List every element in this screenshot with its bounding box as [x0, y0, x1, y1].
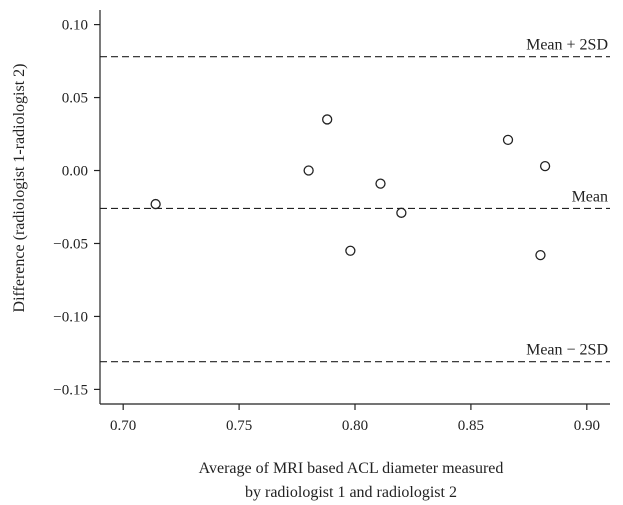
- x-tick-label: 0.70: [110, 418, 136, 434]
- y-axis-title: Difference (radiologist 1-radiologist 2): [11, 64, 28, 313]
- x-tick-label: 0.75: [226, 418, 252, 434]
- y-tick-label: −0.15: [53, 382, 88, 398]
- data-point: [303, 165, 314, 176]
- data-point: [322, 114, 333, 125]
- x-tick-label: 0.80: [342, 418, 368, 434]
- data-point: [539, 160, 551, 172]
- x-axis-title-line-1: Average of MRI based ACL diameter measur…: [199, 460, 504, 477]
- reference-line-label: Mean: [572, 188, 608, 205]
- y-tick-label: −0.05: [53, 236, 88, 252]
- plot-area: 0.10 0.05 0.00 −0.05 −0.10 −0.15 0.70 0.75 0.80 0…: [53, 10, 610, 434]
- data-point: [535, 250, 546, 261]
- y-tick-label: 0.10: [62, 18, 88, 34]
- data-point: [150, 198, 161, 210]
- y-tick-label: 0.00: [62, 164, 88, 180]
- data-point: [396, 207, 407, 218]
- reference-line-label: Mean + 2SD: [526, 37, 608, 54]
- data-point: [345, 245, 356, 256]
- x-tick-label: 0.85: [458, 418, 484, 434]
- data-point: [375, 178, 386, 189]
- y-tick-label: −0.10: [53, 309, 88, 325]
- x-tick-label: 0.90: [574, 418, 600, 434]
- data-point: [502, 134, 514, 146]
- y-tick-label: 0.05: [62, 91, 88, 107]
- reference-line-label: Mean − 2SD: [526, 342, 608, 359]
- x-axis-title-line-2: by radiologist 1 and radiologist 2: [245, 484, 457, 501]
